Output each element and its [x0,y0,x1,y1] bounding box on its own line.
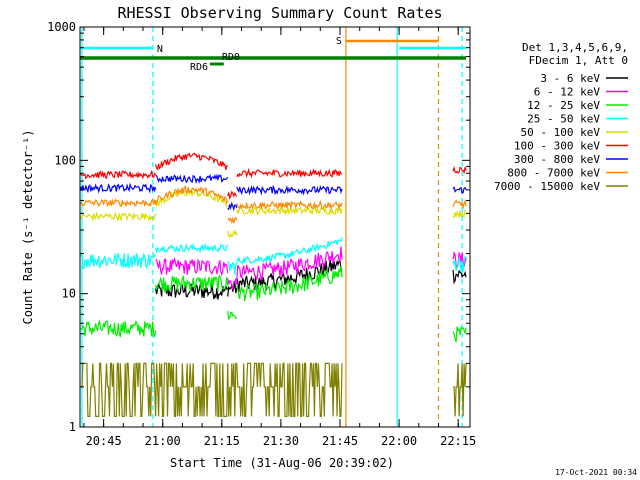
series-line-6-seg-4 [452,186,467,194]
annotation-n: N [157,44,163,55]
legend-label-8: 7000 - 15000 keV [494,180,600,193]
x-tick-label-3: 21:30 [263,434,299,448]
series-line-6-seg-3 [236,184,343,196]
y-tick-label-1: 10 [62,287,76,301]
series-line-7-seg-2 [227,216,238,225]
series-line-4-seg-2 [227,229,238,239]
annotation-rd0: RD0 [222,52,240,63]
series-line-1-seg-2 [227,278,238,290]
series-line-7-seg-4 [452,198,467,210]
legend-label-1: 6 - 12 keV [534,86,601,99]
series-line-6-seg-2 [227,201,238,212]
series-line-2-seg-2 [227,310,237,321]
plot-frame [79,26,471,428]
series-line-3-seg-4 [452,255,467,272]
legend-label-3: 25 - 50 keV [527,113,600,126]
series-line-4-seg-0 [79,211,157,222]
legend: Det 1,3,4,5,6,9, FDecim 1, Att 0 3 - 6 k… [494,41,628,193]
series-line-8-seg-4 [453,363,467,417]
series-line-2-seg-0 [79,318,157,338]
axes: 20:45 21:00 21:15 21:30 21:45 22:00 22:15 1 10 10… [47,20,476,448]
series-line-8-seg-0 [80,362,157,417]
y-tick-label-2: 100 [54,153,76,167]
legend-label-0: 3 - 6 keV [540,72,600,85]
series-line-3-seg-3 [236,237,343,265]
x-tick-label-5: 22:00 [381,434,417,448]
y-tick-label-0: 1 [69,420,76,434]
series-line-1-seg-1 [155,256,229,277]
x-axis-label: Start Time (31-Aug-06 20:39:02) [170,456,394,470]
x-tick-label-1: 21:00 [145,434,181,448]
annotation-s: S [336,36,342,47]
annotation-rd6: RD6 [190,62,208,73]
series-line-3-seg-1 [155,242,229,254]
series-line-6-seg-1 [155,173,229,185]
legend-header-line2: FDecim 1, Att 0 [529,54,628,67]
x-tick-label-4: 21:45 [322,434,358,448]
series-line-5-seg-4 [452,165,467,175]
legend-label-7: 800 - 7000 keV [507,167,600,180]
series-line-4-seg-4 [452,209,467,219]
legend-header-line1: Det 1,3,4,5,6,9, [522,41,628,54]
series-line-3-seg-0 [79,251,157,270]
series-line-5-seg-0 [79,169,157,180]
series-line-0-seg-4 [452,269,467,285]
series-line-5-seg-1 [155,152,229,171]
series-line-2-seg-3 [236,265,343,301]
chart-title: RHESSI Observing Summary Count Rates [117,4,442,22]
x-tick-label-2: 21:15 [204,434,240,448]
series-line-7-seg-0 [79,198,157,207]
series-line-2-seg-1 [155,274,229,292]
series-line-5-seg-3 [236,167,343,179]
series-line-3-seg-2 [227,261,238,275]
x-tick-label-6: 22:15 [440,434,476,448]
series-line-8-seg-2 [227,362,237,417]
series-line-4-seg-3 [236,205,343,216]
legend-label-6: 300 - 800 keV [514,153,600,166]
series-line-8-seg-1 [155,362,229,417]
y-tick-label-3: 1000 [47,20,76,34]
plot-area: N S RD6 RD0 [79,27,467,427]
series-line-6-seg-0 [79,182,157,194]
legend-label-5: 100 - 300 keV [514,140,600,153]
y-axis-label: Count Rate (s⁻¹ detector⁻¹) [21,129,35,324]
legend-label-2: 12 - 25 keV [527,99,600,112]
x-tick-label-0: 20:45 [86,434,122,448]
legend-label-4: 50 - 100 keV [521,126,601,139]
series-line-7-seg-3 [236,199,343,211]
render-timestamp: 17-Oct-2021 00:34 [555,468,637,477]
series-line-1-seg-3 [236,246,343,282]
series-line-8-seg-3 [236,362,343,417]
series-line-2-seg-4 [452,326,467,343]
series-line-5-seg-2 [227,190,238,200]
series-line-7-seg-1 [155,185,229,205]
